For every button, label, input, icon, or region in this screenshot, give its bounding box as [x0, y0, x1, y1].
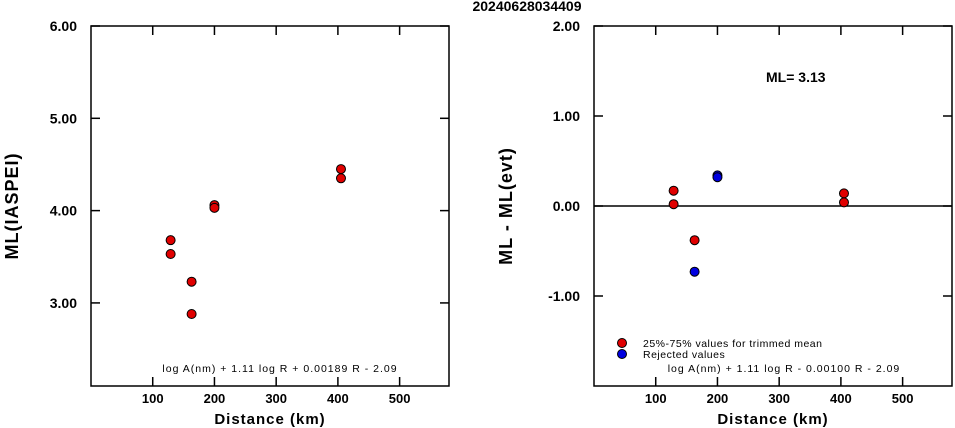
legend-marker-trimmed [617, 338, 627, 348]
left-x-tick-label: 500 [389, 391, 411, 406]
left-x-axis-label: Distance (km) [214, 411, 325, 428]
right-x-tick-label: 400 [830, 391, 852, 406]
left-plot-frame [90, 25, 450, 387]
right-y-tick-label: -1.00 [548, 288, 580, 304]
left-y-tick-label: 5.00 [50, 110, 77, 126]
right-formula-annotation: log A(nm) + 1.11 log R - 0.00100 R - 2.0… [668, 363, 901, 375]
right-x-tick-label: 100 [645, 391, 667, 406]
right-data-points [668, 170, 849, 277]
left-x-axis: 100 200 300 400 500 [142, 26, 411, 406]
right-x-axis-label: Distance (km) [717, 411, 828, 428]
right-data-point [712, 172, 723, 183]
right-legend: 25%-75% values for trimmed mean Rejected… [617, 338, 823, 361]
left-data-point [165, 249, 176, 259]
left-data-point [209, 202, 220, 213]
right-x-tick-label: 500 [892, 391, 914, 406]
left-data-point [335, 164, 346, 175]
left-data-point [186, 309, 197, 319]
right-data-point [838, 197, 849, 208]
right-y-axis: -1.00 0.00 1.00 2.00 [548, 18, 952, 304]
left-data-point [335, 173, 346, 184]
left-y-tick-label: 6.00 [50, 18, 77, 34]
right-data-point [838, 188, 849, 199]
left-data-point [165, 235, 176, 246]
left-data-point [186, 276, 197, 287]
right-data-point [689, 266, 700, 277]
right-x-tick-label: 200 [707, 391, 729, 406]
legend-label-trimmed: 25%-75% values for trimmed mean [643, 338, 823, 350]
left-y-axis: 3.00 4.00 5.00 6.00 [50, 18, 449, 311]
left-data-points [165, 164, 346, 319]
right-x-axis: 100 200 300 400 500 [645, 26, 914, 406]
right-ml-label: ML= 3.13 [766, 69, 826, 85]
right-y-tick-label: 2.00 [553, 18, 580, 34]
right-y-axis-label: ML - ML(evt) [496, 147, 516, 265]
left-x-tick-label: 200 [204, 391, 226, 406]
left-x-tick-label: 400 [327, 391, 349, 406]
right-data-point [689, 235, 700, 246]
legend-label-rejected: Rejected values [643, 349, 725, 361]
right-data-point [668, 185, 679, 196]
right-plot: -1.00 0.00 1.00 2.00 100 200 300 400 500 ML= 3.… [496, 18, 953, 428]
left-formula-annotation: log A(nm) + 1.11 log R + 0.00189 R - 2.0… [162, 363, 397, 375]
right-x-tick-label: 300 [768, 391, 790, 406]
left-x-tick-label: 100 [142, 391, 164, 406]
legend-marker-rejected [617, 349, 627, 359]
right-data-point [668, 199, 679, 210]
right-y-tick-label: 0.00 [553, 198, 580, 214]
right-y-tick-label: 1.00 [553, 108, 580, 124]
left-y-tick-label: 3.00 [50, 295, 77, 311]
left-y-axis-label: ML(IASPEI) [2, 153, 22, 260]
left-y-tick-label: 4.00 [50, 203, 77, 219]
left-plot: 3.00 4.00 5.00 6.00 100 200 300 400 500 Distanc… [2, 18, 450, 428]
figure-title: 20240628034409 [472, 0, 581, 14]
left-x-tick-label: 300 [265, 391, 287, 406]
